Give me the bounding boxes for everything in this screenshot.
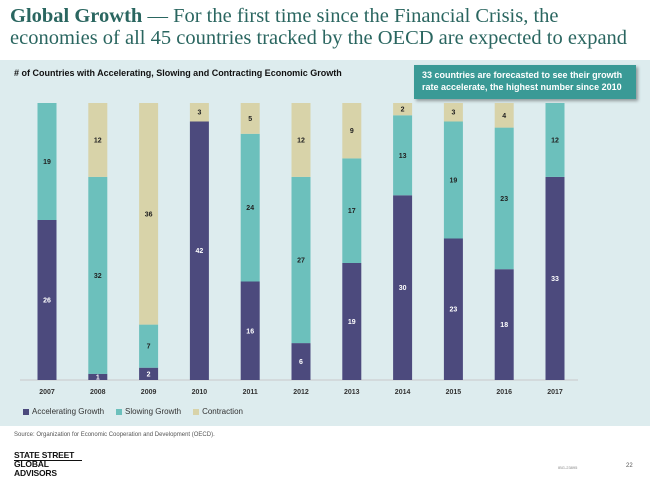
data-label-2013-accelerating-growth: 19: [348, 319, 356, 326]
page-title: Global Growth — For the first time since…: [10, 5, 642, 49]
data-label-2009-contraction: 36: [145, 211, 153, 218]
bar-2013-accelerating-growth: [342, 263, 362, 380]
bar-2014-slowing-growth: [393, 115, 413, 196]
x-tick-label-2013: 2013: [344, 389, 360, 396]
data-label-2010-accelerating-growth: 42: [196, 248, 204, 255]
x-tick-label-2011: 2011: [243, 389, 258, 396]
bar-2011-contraction: [240, 103, 260, 134]
data-label-2014-slowing-growth: 13: [399, 153, 407, 160]
x-tick-label-2010: 2010: [192, 389, 208, 396]
chart-legend: Accelerating Growth Slowing Growth Contr…: [23, 407, 243, 416]
data-label-2014-contraction: 2: [401, 107, 405, 114]
bar-2009-accelerating-growth: [139, 367, 159, 380]
data-label-2013-contraction: 9: [350, 128, 354, 135]
x-tick-label-2007: 2007: [39, 389, 55, 396]
x-tick-label-2008: 2008: [90, 389, 106, 396]
bar-2014-contraction: [393, 103, 413, 116]
x-tick-label-2014: 2014: [395, 389, 411, 396]
x-tick-label-2017: 2017: [547, 389, 563, 396]
data-label-2008-slowing-growth: 32: [94, 273, 102, 280]
legend-item-slowing: Slowing Growth: [116, 407, 181, 416]
legend-swatch-accelerating: [23, 408, 29, 415]
data-label-2012-slowing-growth: 27: [297, 258, 305, 265]
x-tick-label-2015: 2015: [446, 389, 462, 396]
bar-2013-slowing-growth: [342, 158, 362, 263]
data-label-2011-accelerating-growth: 16: [246, 328, 254, 335]
source-note: Source: Organization for Economic Cooper…: [14, 432, 215, 438]
data-label-2011-slowing-growth: 24: [246, 205, 254, 212]
bar-2008-accelerating-growth: [88, 373, 108, 380]
bar-2011-accelerating-growth: [240, 281, 260, 380]
data-label-2015-contraction: 3: [451, 110, 455, 117]
data-label-2009-slowing-growth: 7: [147, 344, 151, 351]
data-label-2017-slowing-growth: 12: [551, 137, 559, 144]
bar-2016-accelerating-growth: [494, 269, 514, 380]
bar-2012-accelerating-growth: [291, 343, 311, 380]
data-label-2007-slowing-growth: 19: [43, 159, 51, 166]
data-label-2009-accelerating-growth: 2: [147, 371, 151, 378]
bar-2008-slowing-growth: [88, 176, 108, 374]
data-label-2007-accelerating-growth: 26: [43, 298, 51, 305]
data-label-2008-accelerating-growth: 1: [96, 374, 100, 381]
data-label-2014-accelerating-growth: 30: [399, 285, 407, 292]
bar-2012-slowing-growth: [291, 176, 311, 344]
bar-2007-slowing-growth: [37, 103, 57, 220]
bar-2012-contraction: [291, 103, 311, 177]
document-id: IBG-23895: [558, 465, 578, 470]
bar-2013-contraction: [342, 103, 362, 159]
bar-2015-contraction: [443, 103, 463, 122]
page-title-bold: Global Growth: [10, 5, 143, 27]
x-tick-label-2012: 2012: [293, 389, 309, 396]
data-label-2016-accelerating-growth: 18: [500, 322, 508, 329]
page-number: 22: [626, 463, 633, 469]
data-label-2016-contraction: 4: [502, 113, 506, 120]
legend-item-contraction: Contraction: [193, 407, 243, 416]
page-title-rest: — For the first time since the Financial…: [10, 5, 628, 49]
legend-swatch-contraction: [193, 408, 200, 415]
legend-item-accelerating: Accelerating Growth: [23, 407, 104, 416]
bar-2007-accelerating-growth: [37, 220, 57, 380]
chart-panel: [0, 60, 650, 426]
data-label-2015-accelerating-growth: 23: [450, 307, 458, 314]
legend-label-contraction: Contraction: [202, 407, 243, 416]
bar-2009-slowing-growth: [139, 324, 159, 368]
data-label-2008-contraction: 12: [94, 137, 102, 144]
legend-swatch-slowing: [116, 408, 123, 415]
bar-2015-slowing-growth: [443, 121, 463, 239]
bar-2017-slowing-growth: [545, 103, 565, 177]
data-label-2012-accelerating-growth: 6: [299, 359, 303, 366]
chart-heading: # of Countries with Accelerating, Slowin…: [14, 68, 342, 78]
data-label-2011-contraction: 5: [248, 116, 252, 123]
callout-box: 33 countries are forecasted to see their…: [414, 65, 636, 99]
brand-line-2: GLOBAL ADVISORS: [14, 459, 57, 478]
data-label-2013-slowing-growth: 17: [348, 208, 356, 215]
bar-2008-contraction: [88, 103, 108, 177]
legend-label-accelerating: Accelerating Growth: [32, 407, 105, 416]
bar-2016-contraction: [494, 103, 514, 128]
bar-2010-contraction: [189, 103, 209, 122]
legend-label-slowing: Slowing Growth: [125, 407, 182, 416]
x-tick-label-2009: 2009: [141, 389, 157, 396]
bar-2016-slowing-growth: [494, 127, 514, 270]
data-label-2010-contraction: 3: [197, 110, 201, 117]
data-label-2012-contraction: 12: [297, 137, 305, 144]
brand-logo: STATE STREET GLOBAL ADVISORS: [14, 451, 86, 478]
brand-line-1: STATE STREET: [14, 450, 75, 460]
data-label-2016-slowing-growth: 23: [500, 196, 508, 203]
bar-2017-accelerating-growth: [545, 176, 565, 380]
bar-2010-accelerating-growth: [189, 121, 209, 380]
brand-underline: [14, 460, 82, 461]
bar-2009-contraction: [139, 103, 159, 325]
bar-2015-accelerating-growth: [443, 238, 463, 380]
bar-2014-accelerating-growth: [393, 195, 413, 380]
x-tick-label-2016: 2016: [496, 389, 512, 396]
data-label-2015-slowing-growth: 19: [450, 177, 458, 184]
data-label-2017-accelerating-growth: 33: [551, 276, 559, 283]
bar-2011-slowing-growth: [240, 133, 260, 282]
